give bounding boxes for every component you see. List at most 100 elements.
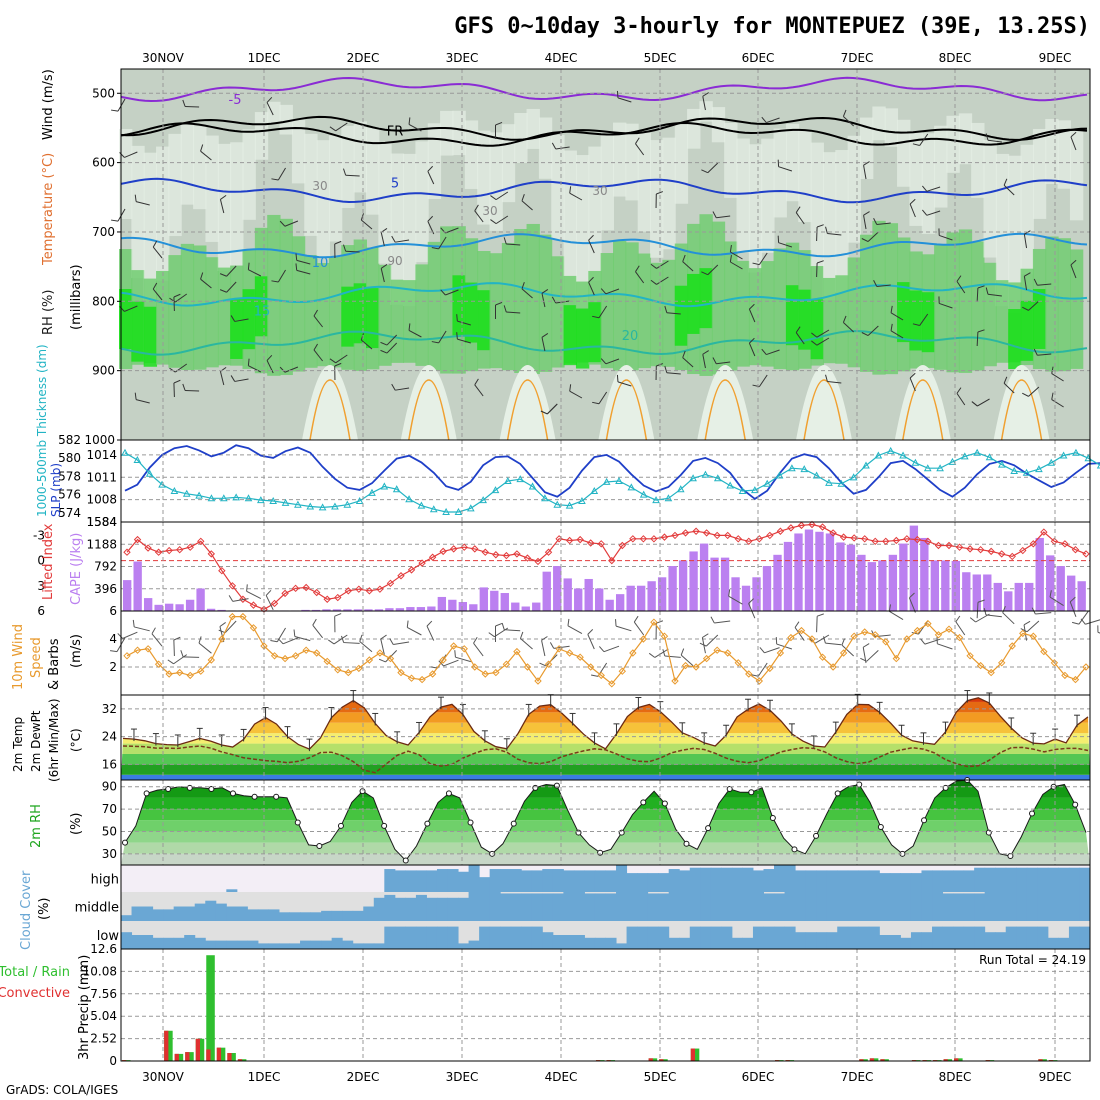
thickness-tick-label: 580 [58,451,81,465]
rh2m-marker [208,785,215,792]
cloud-bar-middle [626,892,638,921]
lifted-index-marker [449,545,458,553]
upper-wind-barb [234,318,249,322]
cloud-bar-high [468,865,480,892]
surface-wind-barb-flag [167,659,174,665]
rh-band-dry [835,150,849,293]
precip-convective-bar [648,1058,653,1061]
cloud-bar-high [458,871,470,892]
surface-dry-dome [499,365,556,440]
upper-wind-barb [730,251,743,260]
surface-wind-barb [294,635,311,642]
cloud-bar-middle [984,892,996,921]
wind-speed-marker [523,663,532,671]
cloud-bar-high [573,870,585,892]
upper-wind-barb-flag [551,142,557,150]
upper-wind-barb-flag [391,235,396,243]
surface-wind-barb [764,647,780,654]
cloud-bar-low [236,940,248,949]
rh-band-moist [501,242,516,371]
upper-wind-barb-flag [247,358,250,366]
rh-band-moist [378,264,392,366]
thickness-marker [355,496,364,505]
millibars-label: (millibars) [69,264,84,330]
cloud-panel: high middle low [75,864,1091,950]
cloud-bar-high [1037,867,1049,892]
thickness-marker [257,496,265,504]
wind-speed-marker [608,680,616,688]
upper-wind-barb [408,123,422,132]
upper-wind-barb [926,186,941,192]
thickness-marker [1047,458,1056,466]
rh-band-saturated [1020,300,1034,361]
rh-band-moist [180,243,195,371]
wind-speed-marker [892,654,901,663]
rh-band-dry [674,124,689,204]
thickness-marker [454,507,463,515]
cloud-bar-low [458,943,470,949]
upper-wind-barb [248,269,262,277]
cloud-bar-low [384,926,396,949]
cloud-bar-middle [194,903,206,921]
surface-wind-barb-flag [151,627,156,635]
upper-wind-barb-flag [712,357,717,364]
wind-speed-marker [660,632,669,640]
upper-wind-barb [427,171,435,185]
cloud-bar-middle [542,893,554,921]
upper-wind-barb-flag [682,254,686,262]
cloud-bar-high [868,870,880,892]
upper-wind-barb [748,308,756,323]
upper-wind-barb [219,371,225,386]
cloud-bar-middle [742,892,754,921]
wind-speed-marker [692,663,700,671]
rh-band-dry [230,142,244,266]
upper-wind-barb-flag [230,375,236,382]
temp-band [121,774,1090,780]
surface-wind-barb [1035,612,1052,615]
rh-label: RH (%) [41,290,56,335]
precip-convective-bar [185,1052,190,1061]
rh-band-dry [748,144,763,273]
surface-isotherm [408,379,450,441]
wind-speed-marker [797,626,806,635]
lifted-index-marker [924,537,932,546]
wind-speed-marker [534,677,542,685]
slp-axis-label: SLP (mb) [49,463,63,517]
thickness-tick-label: 578 [58,469,81,483]
cape-bar [1014,582,1023,611]
surface-wind-barb [1026,620,1040,633]
isotherm-label: FR [387,124,404,139]
cape-bar [385,608,394,611]
surface-wind-barb [757,662,768,677]
upper-wind-barb [890,330,904,339]
precip-side-labels: Total / Rain Convective 3hr Precip (mm) … [0,953,1086,1060]
thickness-marker [689,474,697,482]
cloud-bar-middle [995,892,1007,921]
lifted-index-marker [1029,540,1038,548]
rh2m-line [124,779,1087,862]
temp-band [121,753,1090,765]
upper-wind-barb-flag [391,383,396,391]
wind-speed-marker [597,671,605,680]
cloud-bar-middle [405,897,417,921]
cloud-bar-low [257,943,269,949]
surface-wind-barb-flag [816,613,824,617]
cloud-bar-low [468,940,480,949]
cloud-bar-low [900,937,912,949]
upper-wind-barb-flag [380,341,388,346]
upper-wind-barb-flag [600,358,607,365]
cloud-bar-low [984,932,996,949]
upper-wind-barb-flag [343,168,347,176]
cloud-bar-low [289,943,301,949]
cloud-bar-high [1016,867,1028,892]
thickness-tick-label: 574 [58,506,81,520]
upper-wind-barb [266,102,274,116]
upper-wind-barb-flag [271,280,279,283]
surface-wind-barb [520,638,533,650]
rh-contour-label: 90 [387,254,402,268]
cape-bar [951,560,960,611]
cloud-bar-low [552,935,564,949]
surface-wind-barb [841,644,854,657]
rh-band-dry [119,129,133,219]
cape-bar [888,554,898,611]
